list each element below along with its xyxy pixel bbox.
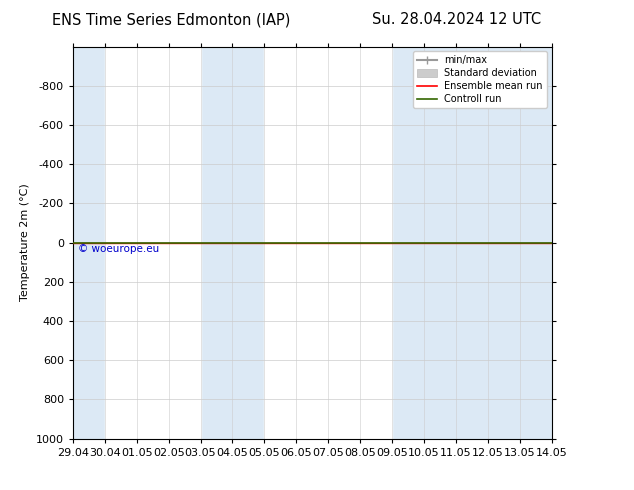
Text: ENS Time Series Edmonton (IAP): ENS Time Series Edmonton (IAP): [52, 12, 290, 27]
Bar: [105, 47, 200, 439]
Text: Su. 28.04.2024 12 UTC: Su. 28.04.2024 12 UTC: [372, 12, 541, 27]
Bar: [73, 47, 105, 439]
Bar: [392, 47, 583, 439]
Y-axis label: Temperature 2m (°C): Temperature 2m (°C): [20, 184, 30, 301]
Legend: min/max, Standard deviation, Ensemble mean run, Controll run: min/max, Standard deviation, Ensemble me…: [413, 51, 547, 108]
Bar: [200, 47, 264, 439]
Text: © woeurope.eu: © woeurope.eu: [78, 245, 159, 254]
Bar: [264, 47, 392, 439]
